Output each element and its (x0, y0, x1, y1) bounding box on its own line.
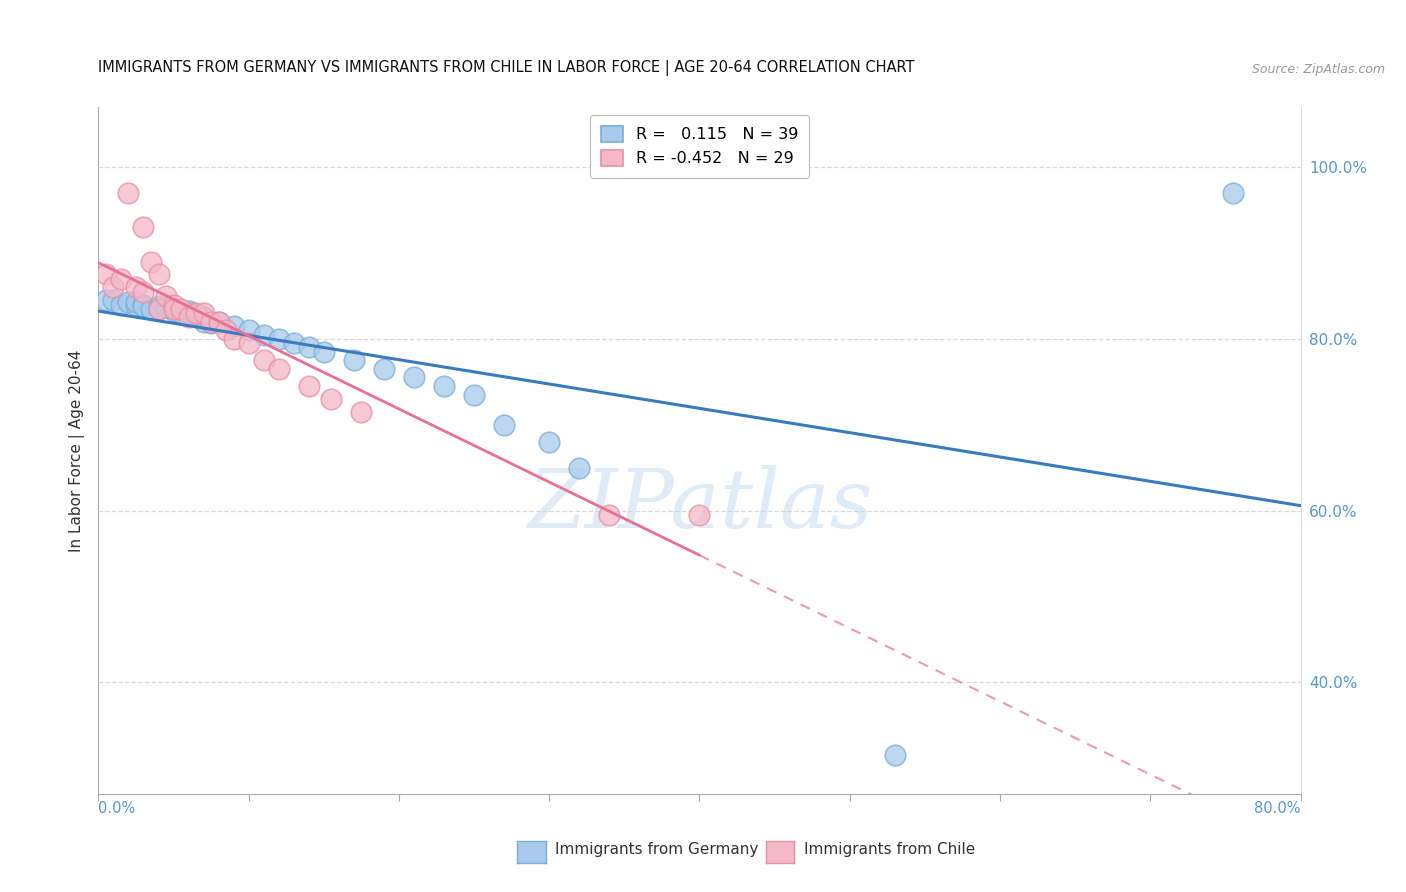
Point (117, 294, 139, 309)
Point (162, 301, 184, 316)
Point (193, 306, 215, 320)
Point (238, 323, 260, 337)
Point (312, 344, 335, 359)
Point (162, 304, 184, 318)
Point (253, 353, 276, 368)
Point (132, 285, 155, 299)
Point (238, 336, 260, 351)
Point (170, 306, 193, 320)
Point (170, 301, 193, 316)
Point (298, 379, 321, 393)
Point (117, 186, 139, 200)
Point (110, 271, 132, 285)
Text: 80.0%: 80.0% (1254, 801, 1301, 816)
Text: ZIPatlas: ZIPatlas (527, 466, 872, 545)
Point (200, 315, 222, 329)
Text: IMMIGRANTS FROM GERMANY VS IMMIGRANTS FROM CHILE IN LABOR FORCE | AGE 20-64 CORR: IMMIGRANTS FROM GERMANY VS IMMIGRANTS FR… (98, 60, 915, 76)
Text: 0.0%: 0.0% (98, 801, 135, 816)
Point (215, 323, 238, 337)
Point (139, 301, 162, 316)
Point (162, 297, 184, 311)
Point (177, 303, 200, 318)
Point (148, 301, 170, 316)
Point (222, 332, 245, 346)
Point (298, 340, 321, 354)
Point (283, 336, 305, 351)
Point (184, 308, 207, 322)
Point (883, 748, 905, 763)
Point (402, 370, 425, 384)
Point (193, 310, 215, 325)
Point (148, 299, 170, 313)
Point (139, 254, 162, 268)
Point (162, 301, 184, 316)
Point (177, 306, 200, 320)
Point (125, 294, 148, 309)
Point (148, 268, 170, 282)
Y-axis label: In Labor Force | Age 20-64: In Labor Force | Age 20-64 (69, 350, 84, 551)
Point (125, 280, 148, 294)
Point (343, 353, 366, 368)
Point (463, 387, 485, 401)
Point (177, 310, 200, 325)
Point (494, 417, 516, 432)
Point (155, 300, 177, 314)
Point (125, 297, 148, 311)
Point (148, 301, 170, 316)
Point (267, 362, 290, 376)
Point (688, 508, 710, 522)
Point (208, 315, 231, 329)
Point (222, 318, 245, 333)
Text: Immigrants from Germany: Immigrants from Germany (555, 842, 759, 856)
Point (373, 362, 395, 376)
Point (253, 327, 276, 342)
Point (132, 297, 155, 311)
Point (184, 306, 207, 320)
Point (110, 297, 132, 311)
Point (433, 379, 456, 393)
Point (132, 220, 155, 235)
Point (208, 315, 231, 329)
Point (94, 293, 117, 308)
Point (598, 508, 620, 522)
Point (568, 460, 591, 475)
Point (321, 392, 343, 406)
Point (155, 289, 177, 303)
Point (200, 317, 222, 331)
Point (132, 299, 155, 313)
Point (94, 268, 117, 282)
Point (103, 293, 125, 308)
Point (350, 405, 373, 419)
Point (103, 280, 125, 294)
Point (1222, 186, 1244, 200)
Legend: R =   0.115   N = 39, R = -0.452   N = 29: R = 0.115 N = 39, R = -0.452 N = 29 (589, 115, 810, 178)
Text: Immigrants from Chile: Immigrants from Chile (804, 842, 976, 856)
Text: Source: ZipAtlas.com: Source: ZipAtlas.com (1251, 62, 1385, 76)
Point (193, 315, 215, 329)
Point (267, 332, 290, 346)
Point (538, 434, 561, 449)
